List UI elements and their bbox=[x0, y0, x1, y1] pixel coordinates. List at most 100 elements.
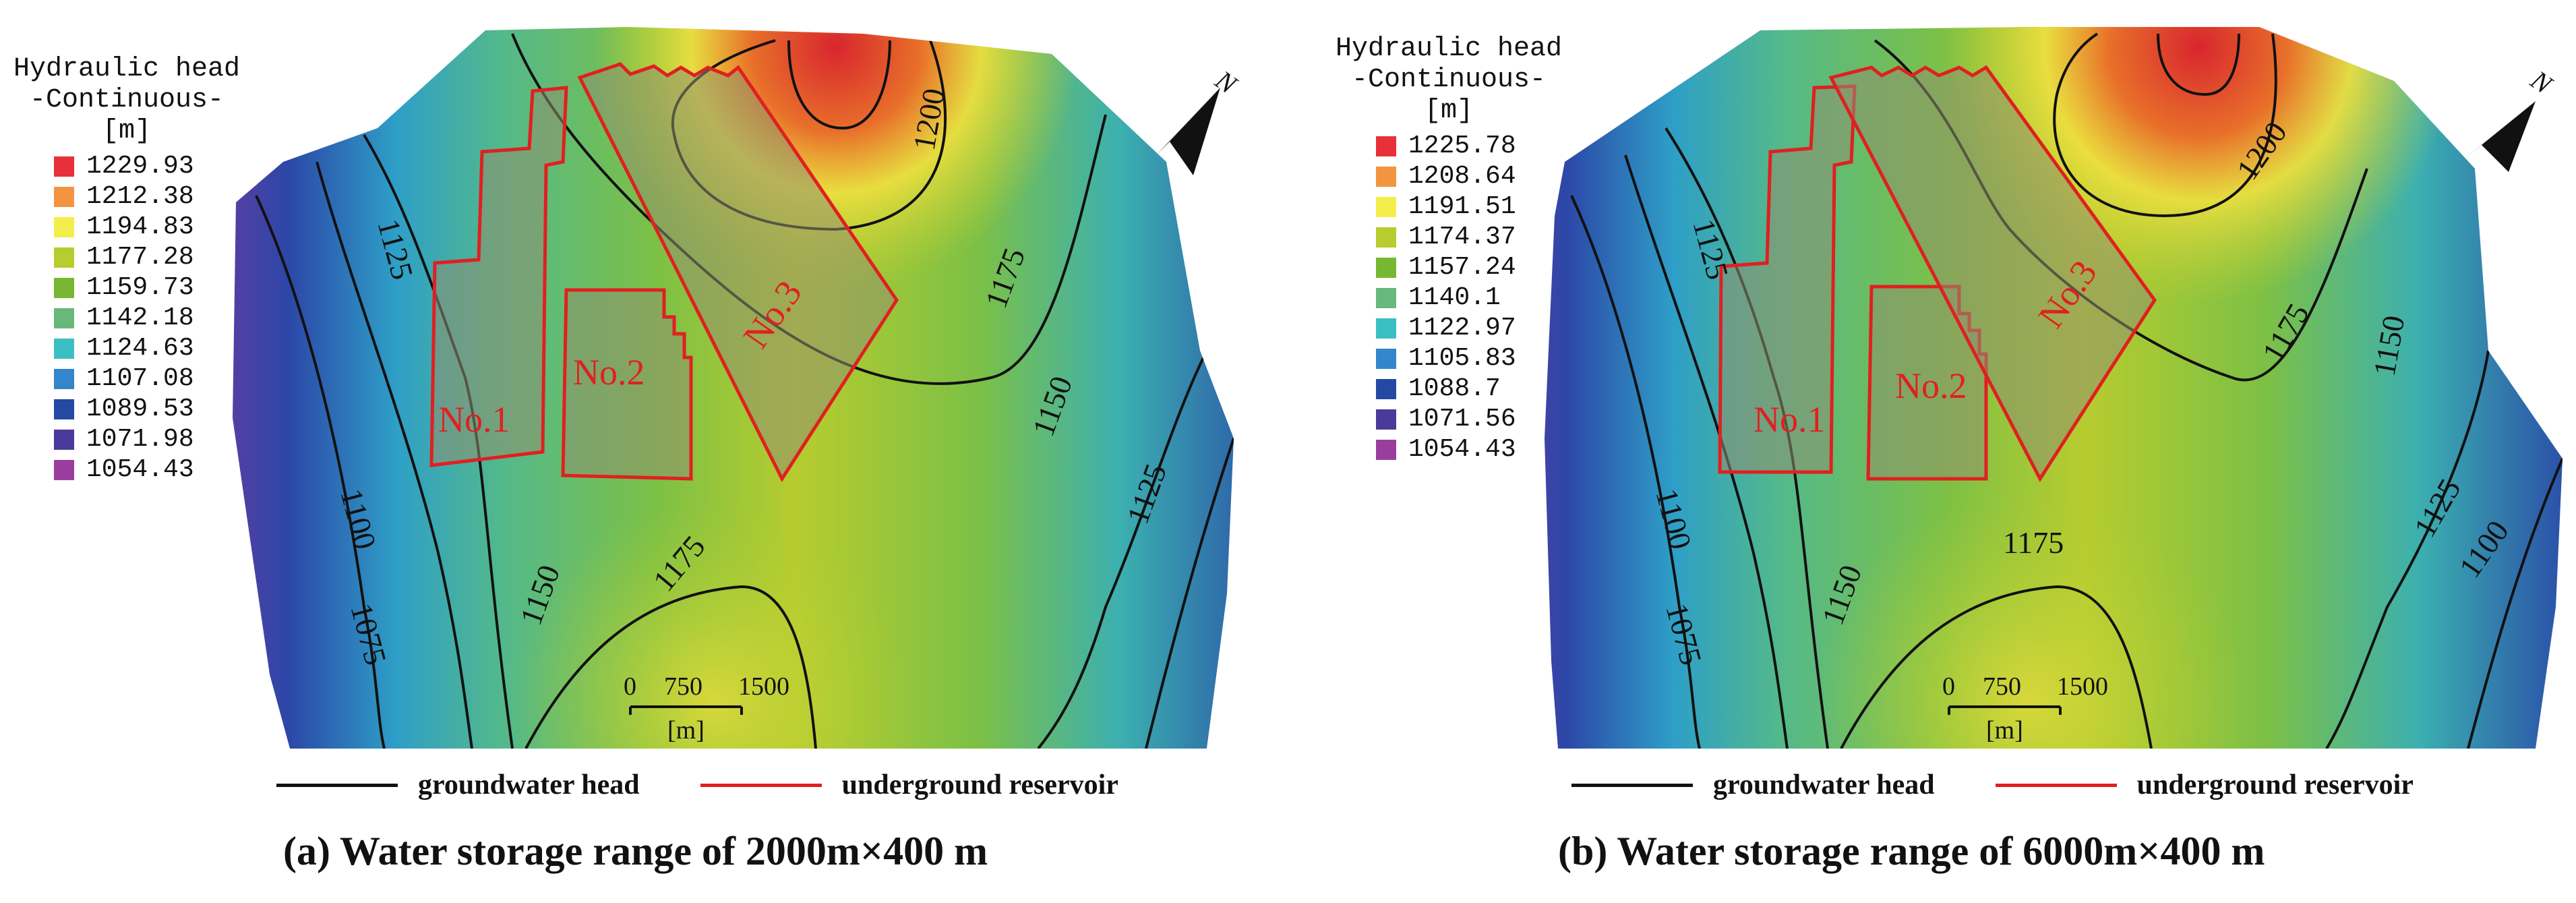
legend-value: 1194.83 bbox=[86, 212, 194, 241]
legend-value: 1124.63 bbox=[86, 334, 194, 363]
legend-value: 1088.7 bbox=[1408, 374, 1501, 403]
legend-value: 1089.53 bbox=[86, 395, 194, 424]
bottom-legend-b: groundwater head underground reservoir bbox=[1571, 769, 2414, 801]
bottom-legend-a: groundwater head underground reservoir bbox=[276, 769, 1118, 801]
legend-item: 1089.53 bbox=[54, 394, 240, 424]
legend-swatch bbox=[1376, 439, 1396, 460]
groundwater-head-label: groundwater head bbox=[1713, 769, 1935, 800]
scale-tick-750: 750 bbox=[664, 672, 702, 701]
legend-title: Hydraulic head bbox=[1336, 34, 1563, 64]
legend-item: 1177.28 bbox=[54, 242, 240, 272]
legend-item: 1194.83 bbox=[54, 212, 240, 242]
legend-value: 1174.37 bbox=[1408, 223, 1516, 252]
legend-swatch bbox=[1376, 257, 1396, 278]
legend-swatch bbox=[54, 429, 74, 450]
legend-item: 1071.98 bbox=[54, 424, 240, 455]
underground-reservoir-line bbox=[1995, 783, 2117, 787]
caption-a: (a) Water storage range of 2000m×400 m bbox=[283, 829, 988, 873]
legend-value: 1071.56 bbox=[1408, 405, 1516, 434]
legend-value: 1225.78 bbox=[1408, 132, 1516, 161]
legend-value: 1157.24 bbox=[1408, 253, 1516, 282]
scale-tick-1500: 1500 bbox=[738, 672, 789, 701]
legend-value: 1191.51 bbox=[1408, 192, 1516, 221]
legend-item: 1140.1 bbox=[1376, 283, 1562, 313]
legend-a: Hydraulic head -Continuous- [m] 1229.93 1… bbox=[13, 54, 240, 485]
underground-reservoir-line bbox=[700, 783, 822, 787]
legend-value: 1054.43 bbox=[86, 455, 194, 484]
legend-value: 1107.08 bbox=[86, 364, 194, 393]
legend-swatch bbox=[54, 338, 74, 359]
legend-item: 1174.37 bbox=[1376, 222, 1562, 252]
legend-value: 1229.93 bbox=[86, 152, 194, 181]
legend-swatch bbox=[1376, 287, 1396, 308]
legend-swatch bbox=[54, 277, 74, 298]
legend-value: 1140.1 bbox=[1408, 283, 1501, 312]
legend-swatch bbox=[54, 247, 74, 268]
underground-reservoir-label: underground reservoir bbox=[841, 769, 1118, 800]
scale-tick-750: 750 bbox=[1983, 672, 2021, 701]
north-arrow-icon: N bbox=[2465, 64, 2558, 172]
scale-tick-0: 0 bbox=[1942, 672, 1955, 701]
legend-value: 1208.64 bbox=[1408, 162, 1516, 191]
legend-item: 1159.73 bbox=[54, 272, 240, 303]
legend-swatch bbox=[54, 459, 74, 480]
legend-swatch bbox=[1376, 409, 1396, 430]
legend-item: 1071.56 bbox=[1376, 404, 1562, 434]
legend-value: 1122.97 bbox=[1408, 314, 1516, 343]
legend-swatch bbox=[1376, 227, 1396, 247]
legend-swatch bbox=[54, 216, 74, 237]
legend-b: Hydraulic head -Continuous- [m] 1225.78 1… bbox=[1336, 34, 1562, 465]
legend-swatch bbox=[1376, 378, 1396, 399]
north-label: N bbox=[2525, 64, 2558, 100]
legend-item: 1142.18 bbox=[54, 303, 240, 333]
legend-value: 1212.38 bbox=[86, 182, 194, 211]
legend-value: 1054.43 bbox=[1408, 435, 1516, 464]
legend-value: 1142.18 bbox=[86, 303, 194, 332]
legend-item: 1088.7 bbox=[1376, 374, 1562, 404]
legend-item: 1157.24 bbox=[1376, 252, 1562, 283]
legend-item: 1208.64 bbox=[1376, 161, 1562, 192]
underground-reservoir-label: underground reservoir bbox=[2136, 769, 2414, 800]
legend-swatch bbox=[1376, 348, 1396, 369]
legend-swatch bbox=[1376, 166, 1396, 187]
legend-swatch bbox=[1376, 196, 1396, 217]
legend-subtitle: -Continuous- bbox=[30, 85, 224, 115]
legend-items: 1225.78 1208.64 1191.51 1174.37 1157.24 1140.… bbox=[1376, 131, 1562, 465]
legend-swatch bbox=[54, 156, 74, 177]
legend-item: 1054.43 bbox=[1376, 434, 1562, 465]
legend-value: 1177.28 bbox=[86, 243, 194, 272]
scale-unit: [m] bbox=[1986, 716, 2023, 745]
legend-item: 1191.51 bbox=[1376, 192, 1562, 222]
legend-item: 1225.78 bbox=[1376, 131, 1562, 161]
panel-b: 1200 1175 1150 1125 1100 1075 1150 1175 … bbox=[1288, 0, 2576, 903]
groundwater-head-label: groundwater head bbox=[418, 769, 640, 800]
legend-swatch bbox=[54, 368, 74, 389]
scale-tick-1500: 1500 bbox=[2057, 672, 2108, 701]
legend-title: Hydraulic head bbox=[13, 54, 241, 84]
groundwater-head-line bbox=[1571, 783, 1693, 787]
contour-label: 1175 bbox=[2003, 525, 2064, 560]
legend-item: 1212.38 bbox=[54, 181, 240, 212]
panel-a: 1200 1175 1150 1125 1100 1075 1150 1175 … bbox=[13, 27, 1243, 873]
legend-item: 1229.93 bbox=[54, 151, 240, 181]
reservoir-label-no2: No.2 bbox=[1895, 366, 1967, 406]
legend-swatch bbox=[54, 308, 74, 328]
legend-swatch bbox=[54, 399, 74, 419]
legend-items: 1229.93 1212.38 1194.83 1177.28 1159.73 1142.… bbox=[54, 151, 240, 485]
hydraulic-head-map-b: 1200 1175 1150 1125 1100 1075 1150 1175 … bbox=[1545, 27, 2563, 749]
legend-swatch bbox=[1376, 136, 1396, 156]
legend-item: 1124.63 bbox=[54, 333, 240, 363]
north-arrow-icon: N bbox=[1156, 64, 1243, 175]
legend-value: 1159.73 bbox=[86, 273, 194, 302]
caption-b: (b) Water storage range of 6000m×400 m bbox=[1558, 829, 2265, 873]
legend-swatch bbox=[1376, 318, 1396, 339]
reservoir-label-no1: No.1 bbox=[438, 399, 510, 440]
legend-value: 1105.83 bbox=[1408, 344, 1516, 373]
legend-subtitle: -Continuous- bbox=[1352, 65, 1547, 95]
legend-value: 1071.98 bbox=[86, 425, 194, 454]
scale-tick-0: 0 bbox=[624, 672, 636, 701]
scale-unit: [m] bbox=[667, 716, 705, 745]
legend-item: 1107.08 bbox=[54, 363, 240, 394]
legend-swatch bbox=[54, 186, 74, 207]
legend-item: 1122.97 bbox=[1376, 313, 1562, 343]
